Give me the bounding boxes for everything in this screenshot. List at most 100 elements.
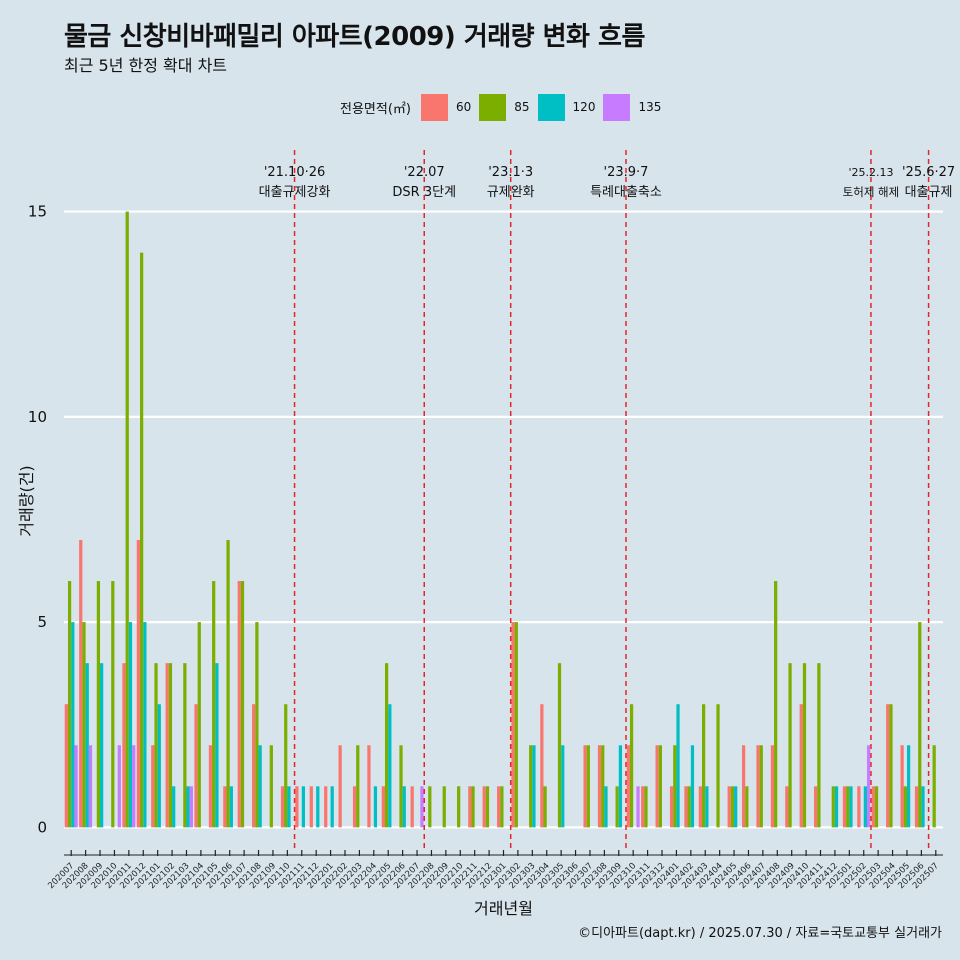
bar xyxy=(669,786,674,828)
bar xyxy=(540,704,544,828)
bar xyxy=(561,745,565,828)
bar xyxy=(658,745,663,828)
bar xyxy=(186,786,190,828)
bar xyxy=(511,622,515,828)
bar xyxy=(367,745,371,828)
bar xyxy=(871,786,875,828)
bar xyxy=(269,745,273,828)
bar xyxy=(410,786,414,828)
bar xyxy=(932,745,936,828)
bar xyxy=(71,622,75,828)
bar xyxy=(132,745,136,828)
bar xyxy=(168,663,173,828)
bar xyxy=(618,745,623,828)
bar xyxy=(330,786,334,828)
bar xyxy=(785,786,789,828)
bar xyxy=(111,581,115,828)
bar xyxy=(79,540,83,828)
bar xyxy=(716,704,720,828)
bar xyxy=(240,581,245,828)
bar xyxy=(100,663,104,828)
bar xyxy=(846,786,850,828)
bar xyxy=(197,622,201,828)
bar xyxy=(734,786,738,828)
x-axis-title: 거래년월 xyxy=(474,899,533,918)
bar xyxy=(255,622,259,828)
event-date-label: '25.6·27 xyxy=(902,165,955,180)
bar xyxy=(557,663,562,828)
bar xyxy=(834,786,839,828)
bar xyxy=(183,663,187,828)
event-name-label: 규제완화 xyxy=(487,185,535,200)
bar xyxy=(921,786,925,828)
bar xyxy=(914,786,919,828)
bar xyxy=(128,622,133,828)
bar xyxy=(770,745,775,828)
bar xyxy=(485,786,490,828)
bar xyxy=(154,663,158,828)
bar xyxy=(655,745,659,828)
bar xyxy=(701,704,706,828)
bar xyxy=(687,786,691,828)
bar xyxy=(802,663,807,828)
bar xyxy=(817,663,821,828)
bar xyxy=(759,745,763,828)
bar xyxy=(420,786,424,828)
bar xyxy=(143,622,147,828)
bar xyxy=(388,704,392,828)
bar xyxy=(857,786,861,828)
y-tick-label: 0 xyxy=(37,818,47,836)
bar xyxy=(799,704,803,828)
bar xyxy=(482,786,486,828)
bar xyxy=(705,786,709,828)
bar xyxy=(373,786,378,828)
bar xyxy=(471,786,475,828)
bar xyxy=(125,211,129,828)
bar xyxy=(745,786,749,828)
bar xyxy=(301,786,306,828)
legend-swatch-85 xyxy=(479,93,507,121)
event-date-label: '25.2.13 xyxy=(848,166,893,179)
bar xyxy=(497,786,501,828)
legend: 전용면적(㎡) 60 85 120 135 xyxy=(340,93,669,121)
chart-caption: ©디아파트(dapt.kr) / 2025.07.30 / 자료=국토교통부 실… xyxy=(578,926,942,941)
bar xyxy=(604,786,608,828)
bar xyxy=(889,704,893,828)
bar xyxy=(194,704,198,828)
bar xyxy=(903,786,907,828)
event-date-label: '22.07 xyxy=(404,165,445,180)
bar xyxy=(457,786,461,828)
bar xyxy=(237,581,241,828)
bar xyxy=(223,786,227,828)
bar xyxy=(295,786,299,828)
bar xyxy=(215,663,219,828)
bar xyxy=(597,745,602,828)
bar xyxy=(918,622,922,828)
legend-swatch-120 xyxy=(537,93,565,121)
legend-item-60: 60 xyxy=(420,93,471,121)
bar xyxy=(529,745,533,828)
bar xyxy=(788,663,792,828)
bar xyxy=(626,745,630,828)
bar xyxy=(615,786,619,828)
bar xyxy=(676,704,680,828)
bar xyxy=(532,745,536,828)
bar xyxy=(151,745,155,828)
event-date-label: '23.9·7 xyxy=(604,165,649,180)
bar xyxy=(673,745,677,828)
bar xyxy=(64,704,68,828)
bar xyxy=(324,786,328,828)
y-tick-label: 15 xyxy=(28,203,47,221)
bar xyxy=(309,786,313,828)
bar xyxy=(208,745,213,828)
bar xyxy=(226,540,230,828)
bar xyxy=(229,786,233,828)
bar xyxy=(468,786,472,828)
legend-swatch-60 xyxy=(420,93,448,121)
bar xyxy=(866,745,871,828)
bar xyxy=(280,786,285,828)
bar xyxy=(122,663,126,828)
bar xyxy=(730,786,735,828)
chart-title: 물금 신창비바패밀리 아파트(2009) 거래량 변화 흐름 xyxy=(64,22,645,52)
bar xyxy=(74,745,78,828)
